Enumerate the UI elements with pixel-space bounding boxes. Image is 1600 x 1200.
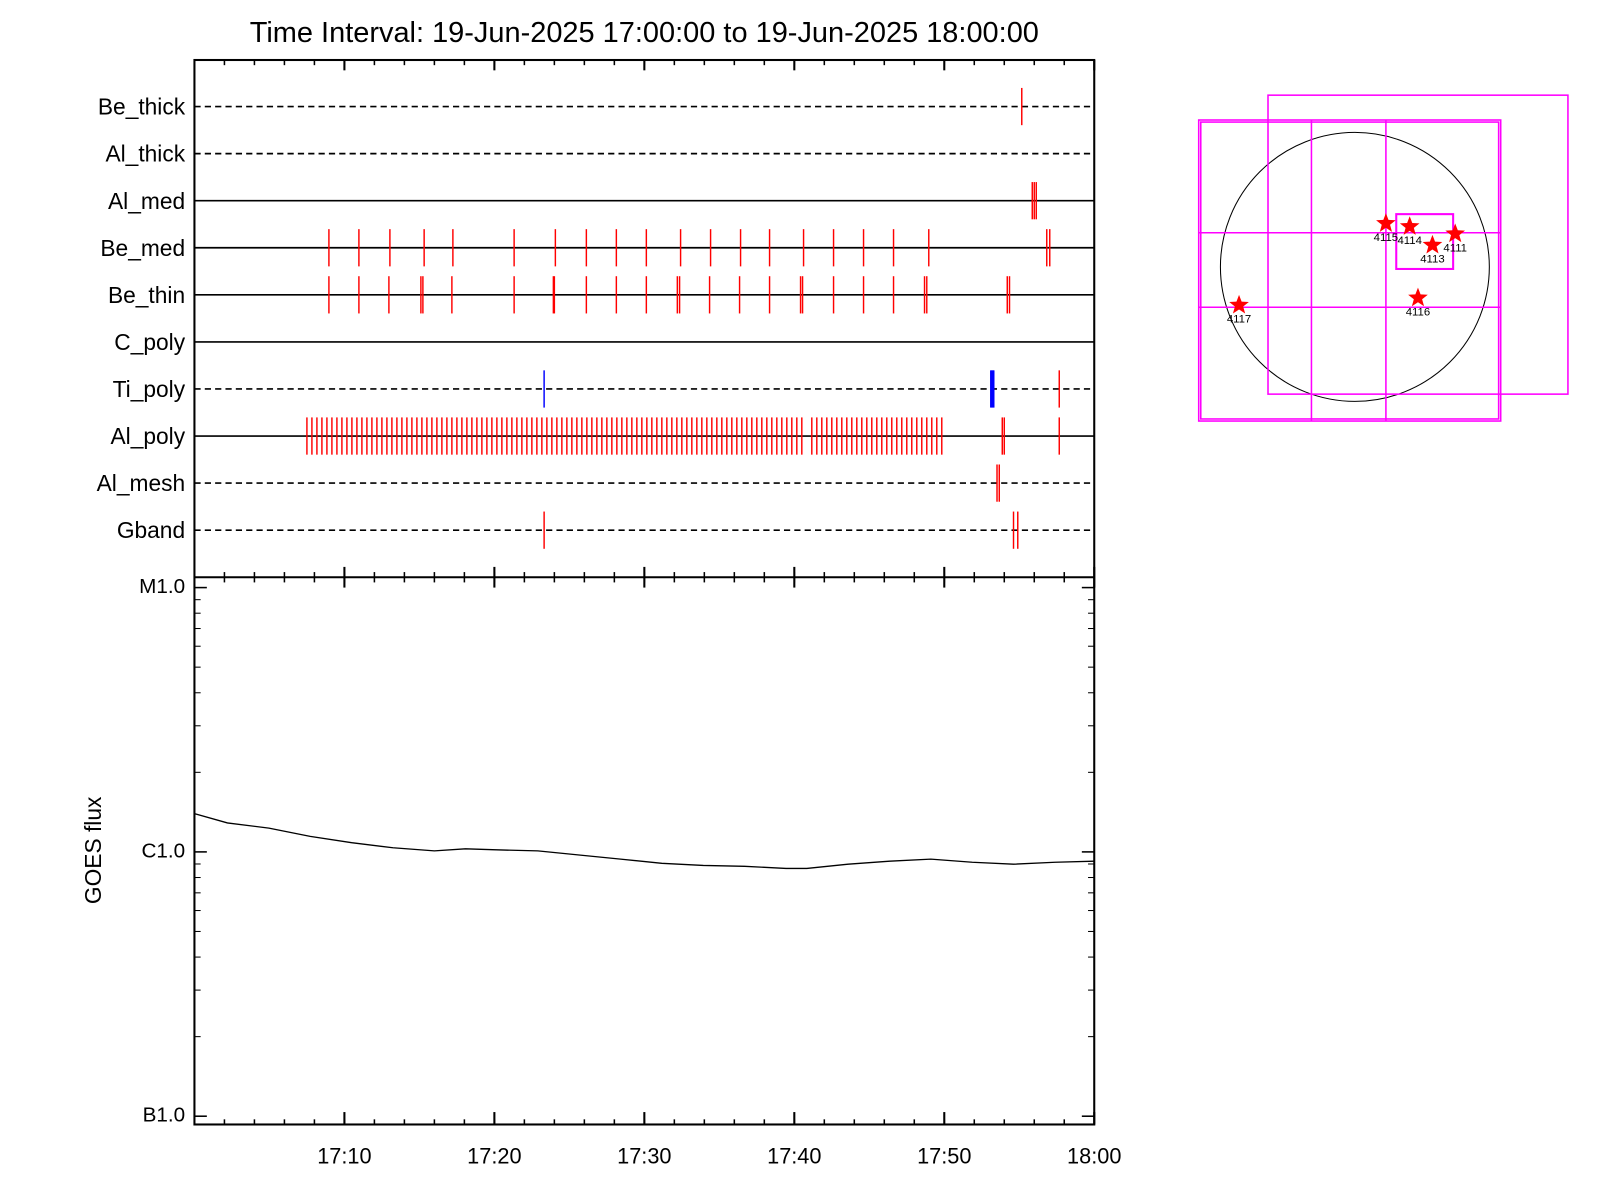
x-tick-label: 17:50: [917, 1143, 971, 1168]
region-label: 4114: [1397, 235, 1421, 247]
region-label: 4116: [1406, 306, 1430, 318]
y-tick-label: M1.0: [139, 575, 185, 598]
region-label: 4115: [1374, 232, 1398, 244]
row-label: Al_thick: [105, 141, 185, 167]
region-star: [1422, 234, 1443, 254]
x-tick-label: 17:20: [467, 1143, 521, 1168]
fov-box: [1395, 213, 1455, 270]
region-star: [1229, 294, 1249, 314]
row-label: Gband: [117, 517, 185, 543]
region-star: [1408, 287, 1428, 307]
row-label: Al_poly: [111, 423, 186, 449]
row-label: Be_thick: [98, 94, 186, 120]
region-star: [1376, 213, 1396, 232]
fov-box: [1200, 121, 1500, 420]
solar-map: [1197, 94, 1569, 422]
fov-box: [1267, 94, 1569, 395]
x-tick-label: 17:10: [317, 1143, 371, 1168]
region-label: 4117: [1227, 314, 1251, 326]
row-label: Al_mesh: [97, 470, 186, 496]
row-label: Al_med: [108, 188, 185, 214]
y-axis-label: GOES flux: [80, 796, 106, 904]
x-tick-label: 17:30: [617, 1143, 671, 1168]
region-label: 4111: [1443, 242, 1467, 254]
region-star: [1445, 223, 1466, 243]
y-tick-label: B1.0: [143, 1104, 186, 1127]
region-label: 4113: [1420, 254, 1444, 266]
row-label: C_poly: [114, 329, 185, 355]
chart-title: Time Interval: 19-Jun-2025 17:00:00 to 1…: [250, 17, 1039, 49]
region-star: [1399, 216, 1420, 235]
row-label: Ti_poly: [113, 376, 186, 402]
solar-disk: [1219, 131, 1490, 402]
row-label: Be_thin: [108, 282, 185, 308]
x-tick-label: 18:00: [1067, 1143, 1121, 1168]
flux-line: [194, 812, 1095, 870]
fov-box: [1197, 119, 1502, 422]
y-tick-label: C1.0: [141, 839, 185, 862]
row-label: Be_med: [100, 235, 185, 261]
plot-frame: [193, 58, 1096, 1126]
x-tick-label: 17:40: [767, 1143, 821, 1168]
